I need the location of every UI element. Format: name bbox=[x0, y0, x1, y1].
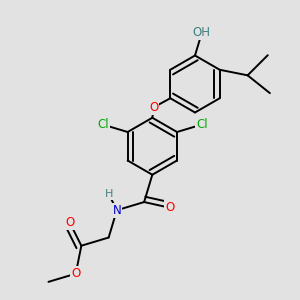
Text: O: O bbox=[149, 101, 158, 114]
Text: O: O bbox=[165, 201, 175, 214]
Text: H: H bbox=[105, 189, 113, 199]
Text: N: N bbox=[112, 204, 121, 217]
Text: O: O bbox=[65, 216, 74, 229]
Text: O: O bbox=[71, 267, 80, 280]
Text: Cl: Cl bbox=[97, 118, 109, 131]
Text: OH: OH bbox=[193, 26, 211, 39]
Text: Cl: Cl bbox=[196, 118, 208, 131]
